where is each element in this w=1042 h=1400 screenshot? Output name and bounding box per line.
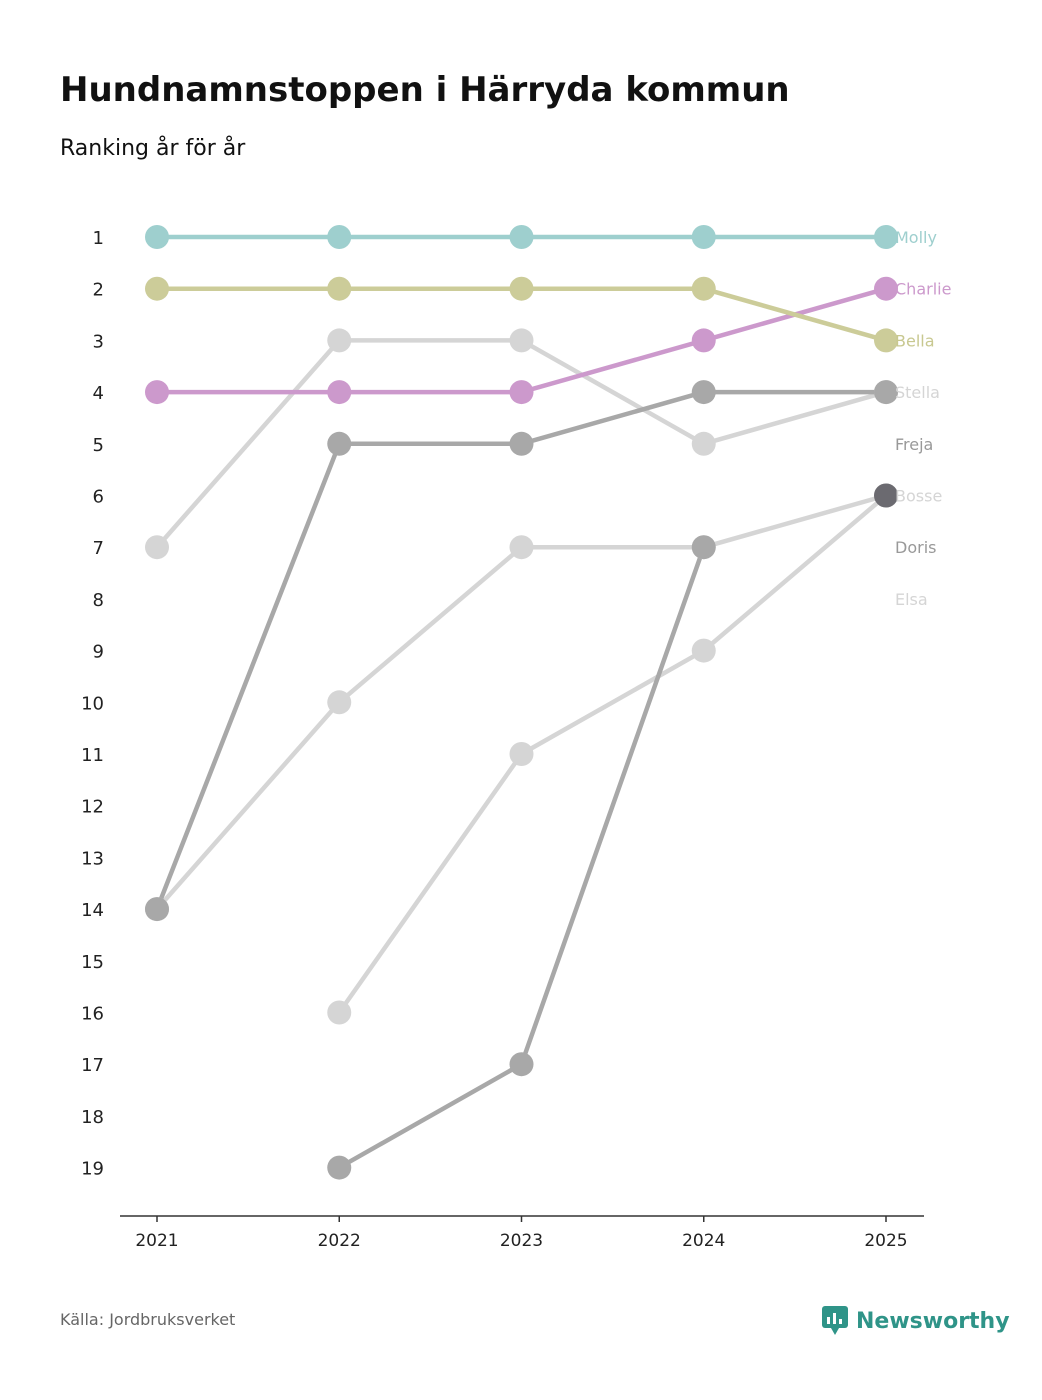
end-label-stella: Stella <box>895 383 940 402</box>
y-tick-label: 14 <box>81 900 104 921</box>
page-subtitle: Ranking år för år <box>60 136 246 161</box>
page-title: Hundnamnstoppen i Härryda kommun <box>60 70 790 110</box>
series-line-bosse <box>337 493 888 1014</box>
series-point-doris <box>691 535 716 560</box>
series-point-bella <box>327 276 352 301</box>
end-label-charlie: Charlie <box>895 280 951 299</box>
series-point-molly <box>874 225 898 249</box>
y-tick-label: 1 <box>93 228 104 249</box>
series-point-bosse <box>327 1000 352 1025</box>
y-tick-label: 13 <box>81 848 104 869</box>
series-point-bella <box>874 328 898 353</box>
series-point-doris <box>509 1052 534 1077</box>
y-tick-label: 9 <box>93 642 104 663</box>
end-label-elsa: Elsa <box>895 590 928 609</box>
highlight-point <box>874 483 898 508</box>
y-tick-label: 17 <box>81 1055 104 1076</box>
series-point-stella <box>691 431 716 456</box>
end-label-molly: Molly <box>895 228 937 247</box>
series-point-charlie <box>509 380 534 405</box>
end-label-doris: Doris <box>895 538 936 557</box>
y-tick-label: 2 <box>93 280 104 301</box>
series-point-bella <box>145 276 169 301</box>
series-point-bella <box>691 276 716 301</box>
x-tick-label: 2021 <box>135 1231 178 1251</box>
series-point-stella <box>327 328 352 353</box>
series-point-charlie <box>145 380 169 405</box>
source-note: Källa: Jordbruksverket <box>60 1310 236 1329</box>
y-tick-label: 6 <box>93 487 104 508</box>
series-point-bosse <box>509 742 534 766</box>
series-point-freja <box>874 380 898 405</box>
end-label-bella: Bella <box>895 331 935 350</box>
y-tick-label: 16 <box>81 1004 104 1025</box>
y-tick-label: 3 <box>93 331 104 352</box>
y-tick-label: 11 <box>81 745 104 766</box>
series-point-elsa <box>509 535 534 560</box>
y-tick-label: 12 <box>81 797 104 818</box>
brand-logo: Newsworthy <box>822 1306 1010 1336</box>
series-point-bosse <box>691 638 716 663</box>
x-tick-label: 2025 <box>864 1231 907 1251</box>
y-tick-label: 5 <box>93 435 104 456</box>
y-tick-label: 19 <box>81 1159 104 1180</box>
x-tick-label: 2023 <box>500 1231 543 1251</box>
y-tick-label: 10 <box>81 693 104 714</box>
series-point-stella <box>509 328 534 353</box>
series-point-charlie <box>874 276 898 301</box>
x-tick-label: 2022 <box>318 1231 361 1251</box>
series-point-elsa <box>327 690 352 715</box>
y-tick-label: 8 <box>93 590 104 611</box>
series-point-molly <box>691 225 716 249</box>
end-label-bosse: Bosse <box>895 487 942 506</box>
series-point-doris <box>327 1155 352 1180</box>
series-point-charlie <box>691 328 716 353</box>
x-tick-label: 2024 <box>682 1231 725 1251</box>
brand-name: Newsworthy <box>856 1308 1010 1334</box>
series-point-bella <box>509 276 534 301</box>
series-point-freja <box>145 897 169 922</box>
series-point-freja <box>691 380 716 405</box>
series-line-freja <box>154 389 886 910</box>
series-point-stella <box>145 535 169 560</box>
end-label-freja: Freja <box>895 435 933 454</box>
y-tick-label: 7 <box>93 538 104 559</box>
series-point-molly <box>145 225 169 249</box>
series-point-freja <box>327 431 352 456</box>
y-tick-label: 15 <box>81 952 104 973</box>
series-point-molly <box>509 225 534 249</box>
y-tick-label: 18 <box>81 1107 104 1128</box>
series-point-molly <box>327 225 352 249</box>
series-point-freja <box>509 431 534 456</box>
newsworthy-logo-icon <box>822 1306 848 1335</box>
series-point-charlie <box>327 380 352 405</box>
y-tick-label: 4 <box>93 383 104 404</box>
